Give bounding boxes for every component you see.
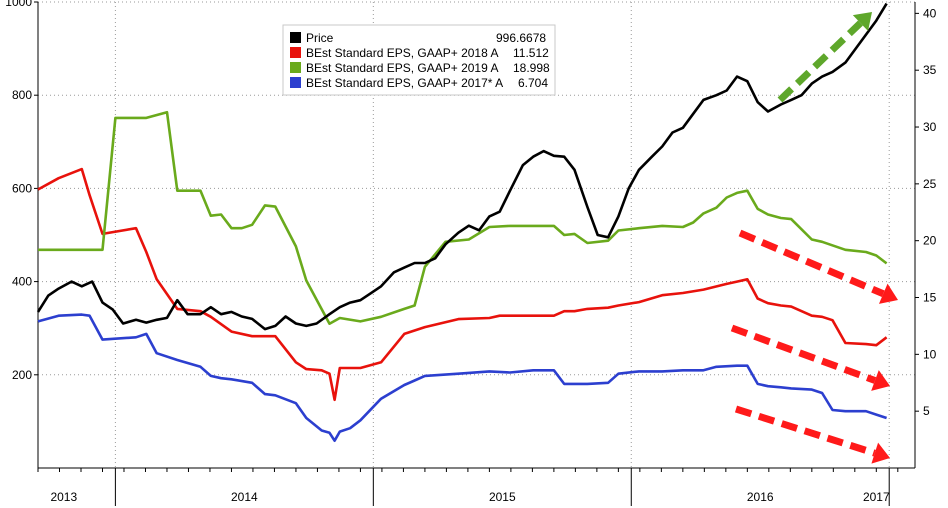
left-tick-label: 1000 [5,0,32,9]
series-layer [36,2,888,442]
right-tick-label: 5 [923,404,930,418]
left-tick-label: 400 [12,275,32,289]
legend-swatch-price [290,32,301,43]
arrow-shaft [777,20,863,103]
right-axis-ticks: 5 10 15 20 25 30 35 40 [915,6,937,418]
series-line-1 [37,167,888,402]
legend-swatch-eps-2017 [290,77,301,88]
legend-entry-eps-2017: BEst Standard EPS, GAAP+ 2017* A 6.704 [290,76,548,90]
left-tick-label: 600 [12,181,32,195]
arrow-head [871,442,890,464]
right-tick-label: 15 [923,291,937,305]
legend-swatch-eps-2019 [290,62,301,73]
legend-entry-eps-2019: BEst Standard EPS, GAAP+ 2019 A 18.998 [290,61,550,75]
x-tick-label: 2014 [231,490,258,504]
x-axis-ticks: 2013 2014 2015 2016 2017 [37,468,899,506]
arrow-shaft [734,405,876,457]
legend-label-eps-2018: BEst Standard EPS, GAAP+ 2018 A [306,46,498,60]
legend-value-eps-2019: 18.998 [513,61,550,75]
arrow-shaft [730,324,877,384]
x-tick-label: 2016 [747,490,774,504]
legend-value-price: 996.6678 [496,31,546,45]
series-line-0 [36,2,888,331]
legend-swatch-eps-2018 [290,47,301,58]
right-tick-label: 20 [923,234,937,248]
legend-box [282,24,556,96]
right-tick-label: 25 [923,177,937,191]
left-tick-label: 800 [12,88,32,102]
x-tick-label: 2013 [50,490,77,504]
series-line-2 [38,110,888,325]
legend-entry-eps-2018: BEst Standard EPS, GAAP+ 2018 A 11.512 [290,46,549,60]
grid-lines [38,1,915,468]
right-tick-label: 40 [923,6,937,20]
right-tick-label: 35 [923,63,937,77]
arrow-head [871,370,890,391]
arrow-head [852,12,872,32]
arrow-head [878,283,898,304]
arrow-annotations [730,12,898,464]
legend: Price 996.6678 BEst Standard EPS, GAAP+ … [282,24,556,96]
left-axis-ticks: 200 400 600 800 1000 [5,0,38,382]
legend-label-eps-2017: BEst Standard EPS, GAAP+ 2017* A [306,76,503,90]
x-tick-label: 2015 [489,490,516,504]
series-line-3 [37,313,888,442]
legend-value-eps-2017: 6.704 [518,76,548,90]
arrow-shaft [738,229,885,297]
x-tick-label: 2017 [863,490,890,504]
right-tick-label: 10 [923,347,937,361]
legend-label-eps-2019: BEst Standard EPS, GAAP+ 2019 A [306,61,498,75]
legend-entry-price: Price 996.6678 [290,31,546,45]
legend-value-eps-2018: 11.512 [513,46,549,60]
right-tick-label: 30 [923,120,937,134]
legend-label-price: Price [306,31,334,45]
left-tick-label: 200 [12,368,32,382]
